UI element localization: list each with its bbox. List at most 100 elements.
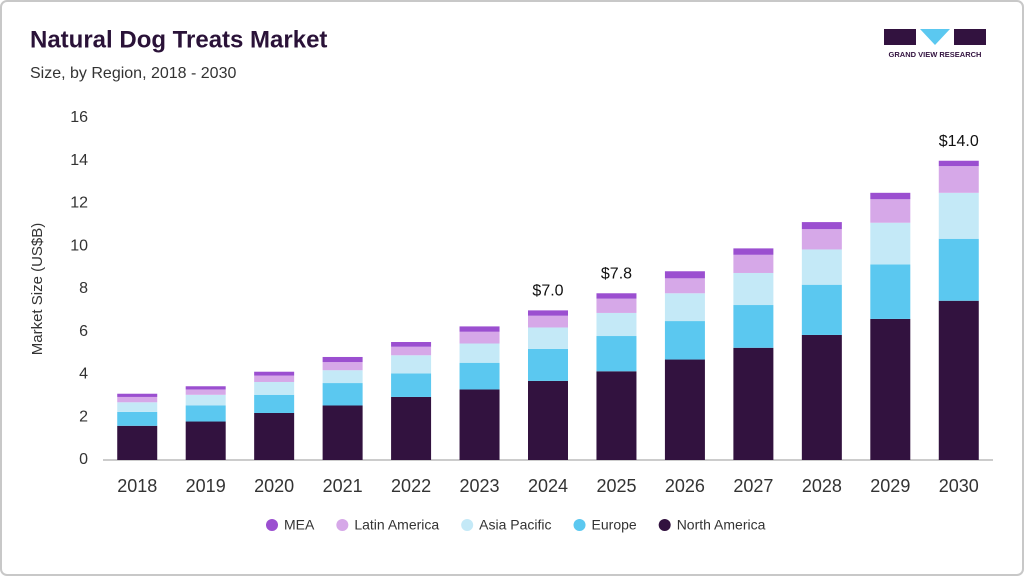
y-tick-label: 0 [79, 451, 88, 468]
legend-swatch [658, 519, 671, 531]
bar-segment [528, 348, 568, 381]
x-tick-label: 2020 [254, 476, 294, 496]
bar-segment [117, 411, 158, 426]
bar-segment [596, 312, 637, 337]
y-axis-title: Market Size (US$B) [29, 223, 46, 356]
bar-segment [801, 284, 842, 335]
x-tick-label: 2025 [596, 476, 636, 496]
bar-segment [459, 389, 500, 460]
x-tick-label: 2027 [733, 476, 773, 496]
bar-segment [254, 371, 295, 376]
bar-segment [185, 389, 226, 395]
bar-segment [938, 160, 979, 167]
total-label: $7.8 [601, 265, 632, 282]
bar-segment [733, 305, 774, 348]
chart-subtitle: Size, by Region, 2018 - 2030 [30, 65, 236, 82]
bar-segment [459, 362, 500, 390]
bar-segment [528, 310, 568, 316]
legend-label: Europe [592, 517, 637, 533]
bar-segment [870, 192, 911, 200]
bar-segment [459, 343, 500, 363]
legend-swatch [336, 519, 349, 531]
bar-segment [117, 402, 158, 412]
bar-segment [664, 293, 705, 322]
bar-segment [664, 278, 705, 294]
x-tick-label: 2022 [391, 476, 431, 496]
x-tick-label: 2019 [186, 476, 226, 496]
bar-segment [528, 315, 568, 328]
bar-segment [664, 271, 705, 279]
y-tick-label: 10 [70, 237, 88, 254]
bar-segment [733, 254, 774, 273]
bar-segment [391, 373, 432, 397]
bar-segment [254, 394, 295, 413]
bar-segment [185, 386, 226, 390]
chart-title: Natural Dog Treats Market [30, 26, 327, 53]
total-label: $7.0 [532, 283, 563, 300]
bar-segment [938, 238, 979, 301]
y-tick-label: 8 [79, 280, 88, 297]
bar-segment [664, 359, 705, 460]
bar-segment [254, 381, 295, 395]
bar-segment [801, 222, 842, 230]
bar-segment [938, 192, 979, 239]
bar-segment [254, 412, 295, 460]
bar-segment [801, 229, 842, 250]
legend-swatch [266, 519, 278, 531]
y-tick-label: 16 [70, 109, 88, 126]
bar-segment [117, 393, 158, 397]
bar-segment [391, 346, 432, 356]
total-label: $14.0 [939, 133, 979, 150]
legend-label: Asia Pacific [479, 517, 551, 533]
legend-swatch [573, 519, 586, 531]
bar-segment [596, 336, 637, 372]
bar-segment [322, 370, 363, 384]
x-tick-label: 2021 [323, 476, 363, 496]
logo: GRAND VIEW RESEARCH [884, 29, 986, 59]
bar-segment [664, 321, 705, 360]
y-tick-label: 4 [79, 366, 88, 383]
legend-label: MEA [284, 517, 315, 533]
bar-segment [322, 405, 363, 460]
y-tick-label: 12 [70, 195, 88, 212]
bar-segment [117, 396, 158, 403]
x-tick-label: 2018 [117, 476, 157, 496]
legend-label: Latin America [354, 517, 439, 533]
bar-segment [185, 394, 226, 406]
bar-segment [870, 199, 911, 223]
legend-swatch [461, 519, 474, 531]
x-tick-label: 2028 [802, 476, 842, 496]
x-tick-label: 2030 [939, 476, 979, 496]
x-tick-label: 2029 [870, 476, 910, 496]
logo-text: GRAND VIEW RESEARCH [889, 50, 982, 59]
bar-segment [459, 326, 500, 332]
bar-segment [185, 405, 226, 422]
y-tick-label: 6 [79, 323, 88, 340]
bar-segment [117, 425, 158, 460]
bar-segment [254, 375, 295, 382]
y-tick-label: 2 [79, 408, 88, 425]
x-tick-label: 2024 [528, 476, 568, 496]
bar-segment [528, 380, 568, 460]
bar-segment [801, 249, 842, 285]
bar-segment [596, 298, 637, 313]
x-tick-label: 2026 [665, 476, 705, 496]
bar-segment [528, 327, 568, 349]
bar-segment [322, 383, 363, 406]
bar-segment [391, 355, 432, 374]
bar-segment [938, 300, 979, 460]
y-tick-label: 14 [70, 152, 88, 169]
bar-segment [733, 248, 774, 255]
bar-segment [322, 362, 363, 371]
bar-segment [870, 318, 911, 460]
bar-segment [459, 331, 500, 344]
bar-segment [391, 342, 432, 347]
legend-label: North America [677, 517, 766, 533]
bar-segment [801, 334, 842, 460]
x-tick-label: 2023 [460, 476, 500, 496]
bar-segment [596, 293, 637, 299]
bar-segment [733, 272, 774, 306]
bar-segment [391, 396, 432, 460]
bar-segment [938, 166, 979, 193]
